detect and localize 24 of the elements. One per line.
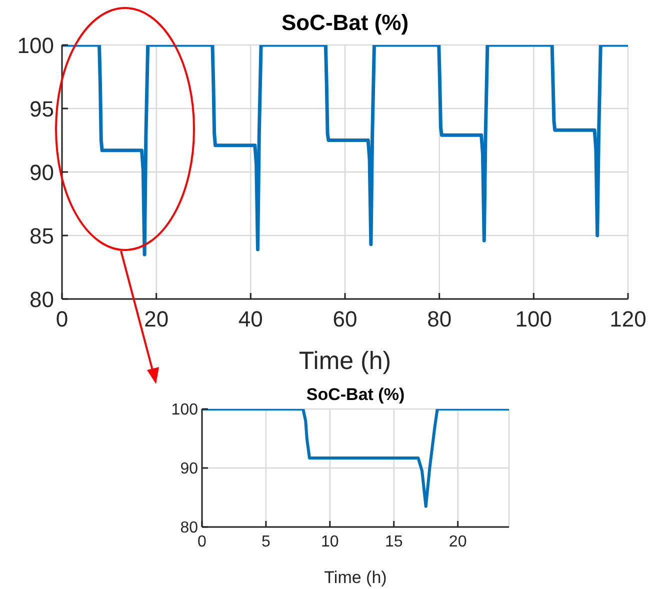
x-tick-label: 0 [56, 306, 68, 332]
x-tick-label: 100 [515, 306, 552, 332]
chart-title: SoC-Bat (%) [305, 385, 406, 405]
x-tick-label: 120 [610, 306, 646, 332]
x-tick-label: 5 [262, 533, 271, 550]
y-tick-label: 90 [30, 160, 54, 185]
chart-title: SoC-Bat (%) [280, 10, 410, 36]
x-axis-title: Time (h) [298, 347, 392, 375]
x-tick-label: 15 [384, 533, 403, 550]
x-tick-label: 20 [448, 533, 467, 550]
x-tick-label: 60 [332, 306, 358, 332]
y-tick-label: 80 [180, 520, 198, 537]
x-tick-label: 40 [238, 306, 263, 332]
y-tick-label: 100 [171, 402, 198, 419]
x-tick-label: 10 [321, 533, 339, 550]
y-tick-label: 95 [30, 96, 54, 122]
x-tick-label: 80 [427, 306, 452, 332]
y-tick-label: 80 [30, 286, 54, 312]
y-tick-label: 100 [17, 32, 54, 58]
y-tick-label: 85 [30, 223, 54, 248]
x-tick-label: 20 [144, 306, 169, 332]
x-tick-label: 0 [198, 533, 207, 550]
y-tick-label: 90 [180, 460, 198, 478]
x-axis-title: Time (h) [324, 568, 387, 587]
